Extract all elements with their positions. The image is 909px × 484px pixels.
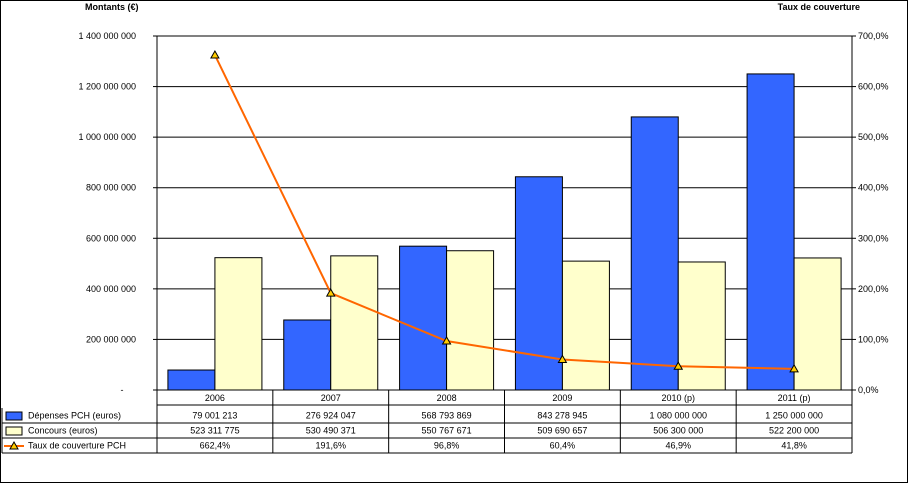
bar bbox=[214, 257, 263, 391]
table-cell: 191,6% bbox=[315, 441, 346, 451]
bar bbox=[283, 319, 332, 391]
table-cell: 1 250 000 000 bbox=[765, 411, 823, 421]
table-cell: 568 793 869 bbox=[422, 411, 472, 421]
line-path bbox=[214, 54, 795, 370]
left-tick-label: - bbox=[121, 385, 124, 395]
bar bbox=[677, 261, 726, 391]
right-axis-title: Taux de couverture bbox=[778, 2, 860, 12]
legend-key bbox=[5, 411, 23, 421]
line-marker bbox=[557, 354, 568, 363]
left-tick-label: 1 400 000 000 bbox=[78, 31, 136, 41]
table-cell: 550 767 671 bbox=[422, 426, 472, 436]
left-tick-label: 200 000 000 bbox=[86, 334, 136, 344]
left-tick-label: 400 000 000 bbox=[86, 284, 136, 294]
table-cell: 1 080 000 000 bbox=[649, 411, 707, 421]
bar bbox=[793, 257, 842, 391]
bar bbox=[167, 369, 216, 391]
legend-label: Dépenses PCH (euros) bbox=[28, 411, 121, 421]
line-series bbox=[210, 50, 799, 373]
legend-marker bbox=[9, 440, 19, 450]
table-cell: 96,8% bbox=[434, 441, 460, 451]
table-cell: 60,4% bbox=[550, 441, 576, 451]
left-tick-label: 1 200 000 000 bbox=[78, 82, 136, 92]
line-marker bbox=[673, 361, 684, 370]
line-marker bbox=[789, 363, 799, 373]
category-label: 2010 (p) bbox=[661, 393, 695, 403]
bar bbox=[330, 255, 379, 391]
table-cell: 41,8% bbox=[781, 441, 807, 451]
category-label: 2011 (p) bbox=[778, 393, 811, 403]
table-cell: 843 278 945 bbox=[537, 411, 587, 421]
category-label: 2006 bbox=[205, 393, 225, 403]
bar-series bbox=[167, 73, 842, 391]
left-tick-label: 800 000 000 bbox=[86, 183, 136, 193]
tick-labels: - 200 000 000 400 000 000 600 000 000 800 00… bbox=[78, 31, 888, 395]
right-tick-label: 100,0% bbox=[858, 334, 889, 344]
table-cell: 523 311 775 bbox=[190, 426, 239, 436]
right-tick-label: 300,0% bbox=[858, 233, 889, 243]
bar bbox=[630, 116, 679, 391]
right-tick-label: 200,0% bbox=[858, 284, 889, 294]
right-tick-label: 500,0% bbox=[858, 132, 889, 142]
axes bbox=[153, 35, 856, 391]
left-tick-label: 1 000 000 000 bbox=[78, 132, 136, 142]
table-cell: 530 490 371 bbox=[306, 426, 356, 436]
table-cell: 662,4% bbox=[200, 441, 231, 451]
table-cell: 79 001 213 bbox=[192, 411, 237, 421]
line-marker bbox=[441, 336, 452, 345]
legend-label: Concours (euros) bbox=[28, 426, 98, 436]
bar bbox=[399, 245, 448, 391]
line-marker bbox=[325, 288, 336, 297]
gridlines bbox=[157, 35, 852, 340]
data-table: 2006 2007 2008 2009 2010 (p) 2011 (p) Dépenses… bbox=[1, 389, 853, 454]
table-cell: 509 690 657 bbox=[537, 426, 587, 436]
line-marker bbox=[210, 50, 220, 59]
left-axis-title: Montants (€) bbox=[85, 2, 139, 12]
table-cell: 522 200 000 bbox=[769, 426, 819, 436]
right-tick-label: 400,0% bbox=[858, 183, 889, 193]
bar bbox=[746, 73, 795, 391]
category-label: 2007 bbox=[321, 393, 341, 403]
right-tick-label: 600,0% bbox=[858, 82, 889, 92]
left-tick-label: 600 000 000 bbox=[86, 233, 136, 243]
right-tick-label: 0,0% bbox=[858, 385, 879, 395]
table-cell: 46,9% bbox=[665, 441, 691, 451]
legend-key bbox=[5, 426, 23, 436]
category-label: 2008 bbox=[437, 393, 457, 403]
bar bbox=[446, 250, 495, 391]
right-tick-label: 700,0% bbox=[858, 31, 889, 41]
table-cell: 276 924 047 bbox=[306, 411, 356, 421]
legend-label: Taux de couverture PCH bbox=[28, 441, 126, 451]
table-cell: 506 300 000 bbox=[653, 426, 703, 436]
bar bbox=[561, 260, 610, 391]
category-label: 2009 bbox=[552, 393, 572, 403]
